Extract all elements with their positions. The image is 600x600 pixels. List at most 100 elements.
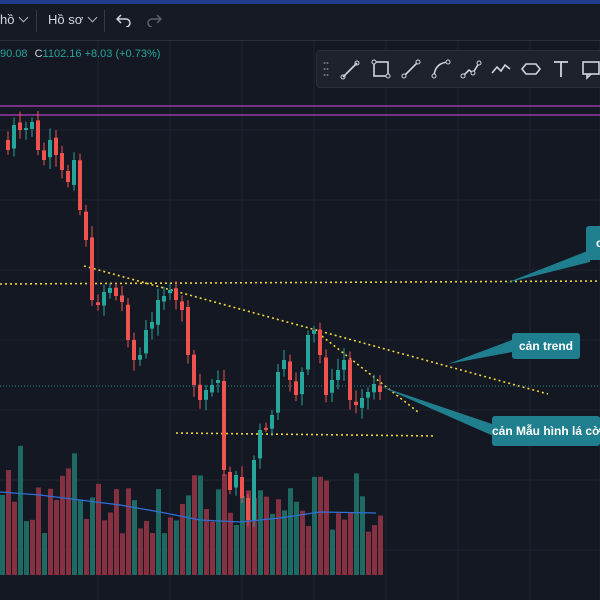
candle-body xyxy=(90,237,94,300)
volume-bar xyxy=(108,512,113,575)
volume-bar xyxy=(372,525,377,575)
candle-body xyxy=(360,398,364,408)
volume-bar xyxy=(180,504,185,575)
candle-body xyxy=(126,305,130,340)
pattern-icon[interactable] xyxy=(519,57,543,81)
candle-body xyxy=(288,361,292,380)
candle-body xyxy=(24,128,28,130)
top-strip xyxy=(0,0,600,4)
volume-bar xyxy=(210,522,215,575)
candle-body xyxy=(132,340,136,360)
candle-body xyxy=(48,140,52,157)
candle-body xyxy=(264,428,268,430)
drag-handle-icon[interactable] xyxy=(323,61,329,77)
volume-bar xyxy=(120,533,125,575)
candle-body xyxy=(240,477,244,498)
path-icon[interactable] xyxy=(459,57,483,81)
top-toolbar: hồ Hồ sơ xyxy=(0,0,600,41)
volume-bar xyxy=(12,502,17,575)
rectangle-icon[interactable] xyxy=(369,57,393,81)
volume-bar xyxy=(360,496,365,575)
note-icon[interactable] xyxy=(579,57,600,81)
candle-body xyxy=(366,392,370,398)
volume-bar xyxy=(192,475,197,575)
volume-bar xyxy=(198,475,203,575)
close-label: C xyxy=(35,48,43,60)
volume-bar xyxy=(18,446,23,575)
toolbar-divider xyxy=(36,10,37,32)
candle-body xyxy=(162,296,166,301)
candle-body xyxy=(66,171,70,182)
redo-icon[interactable] xyxy=(146,13,162,27)
partial-callout-label[interactable]: c xyxy=(586,226,600,260)
candle-body xyxy=(144,330,148,353)
candle-body xyxy=(156,300,160,325)
trend-line-icon[interactable] xyxy=(399,57,423,81)
profile-prev-menu[interactable]: hồ xyxy=(0,12,27,27)
partial-label-pointer xyxy=(506,250,590,283)
volume-bar xyxy=(96,484,101,575)
curve-icon[interactable] xyxy=(429,57,453,81)
brush-icon[interactable] xyxy=(339,57,363,81)
candle-body xyxy=(150,322,154,329)
resistance-band[interactable] xyxy=(0,106,600,115)
candle-body xyxy=(282,360,286,369)
profile-label: Hồ sơ xyxy=(48,12,83,27)
candle-body xyxy=(324,357,328,395)
candle-body xyxy=(234,475,238,487)
candle-body xyxy=(216,380,220,383)
candle-body xyxy=(348,359,352,400)
trend-resistance-label[interactable]: cản trend xyxy=(512,333,580,359)
candle-body xyxy=(270,415,274,429)
volume-bar xyxy=(102,520,107,575)
volume-bars xyxy=(0,446,383,575)
volume-bar xyxy=(138,528,143,575)
volume-bar xyxy=(150,533,155,575)
volume-bar xyxy=(378,516,383,575)
candle-body xyxy=(174,288,178,300)
volume-bar xyxy=(168,517,173,575)
volume-bar xyxy=(162,533,167,575)
chevron-down-icon xyxy=(88,13,98,23)
volume-bar xyxy=(90,497,95,575)
volume-bar xyxy=(312,477,317,575)
profile-prev-label: hồ xyxy=(0,12,14,27)
volume-bar xyxy=(234,525,239,575)
candle-body xyxy=(12,125,16,148)
candle-body xyxy=(246,498,250,520)
polyline-icon[interactable] xyxy=(489,57,513,81)
volume-bar xyxy=(0,495,5,575)
profile-menu[interactable]: Hồ sơ xyxy=(48,12,96,27)
candle-body xyxy=(102,292,106,306)
volume-bar xyxy=(336,513,341,575)
candle-body xyxy=(168,290,172,293)
volume-bar xyxy=(84,519,89,575)
volume-bar xyxy=(132,500,137,575)
volume-bar xyxy=(264,497,269,575)
change-value: +8.03 (+0.73%) xyxy=(85,48,161,60)
candle-body xyxy=(300,372,304,394)
candle-body xyxy=(18,122,22,130)
candle-body xyxy=(204,390,208,400)
volume-bar xyxy=(36,488,41,575)
candle-body xyxy=(354,402,358,405)
volume-bar xyxy=(144,521,149,575)
volume-bar xyxy=(318,477,323,575)
candle-body xyxy=(336,370,340,380)
candle-body xyxy=(78,160,82,210)
volume-bar xyxy=(240,496,245,575)
flag-pattern-label[interactable]: cản Mẫu hình lá cờ xyxy=(492,416,600,446)
candle-body xyxy=(186,307,190,355)
volume-bar xyxy=(72,453,77,575)
candle-body xyxy=(84,212,88,240)
close-value: 1102.16 xyxy=(43,48,82,60)
toolbar-divider xyxy=(104,10,105,32)
candle-body xyxy=(198,385,202,400)
volume-bar xyxy=(156,489,161,575)
candle-body xyxy=(276,372,280,413)
undo-icon[interactable] xyxy=(116,13,132,27)
volume-bar xyxy=(348,513,353,575)
candle-body xyxy=(294,381,298,395)
text-icon[interactable] xyxy=(549,57,573,81)
